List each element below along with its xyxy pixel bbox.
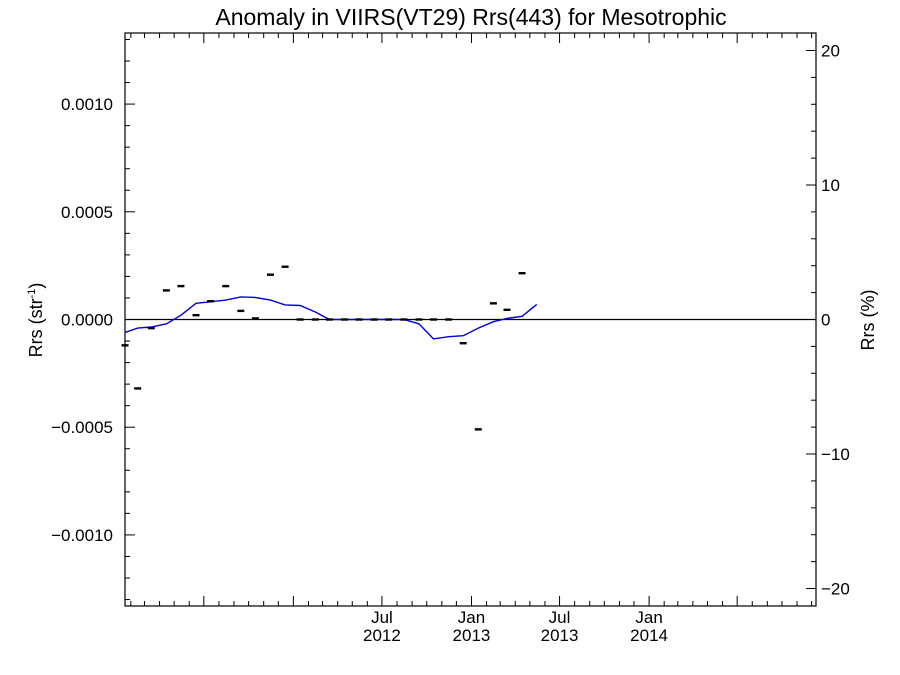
y2-tick-label: 20 xyxy=(821,41,840,60)
data-marker xyxy=(147,326,155,330)
data-marker xyxy=(134,387,142,390)
data-marker xyxy=(489,302,497,305)
y-tick-label: −0.0005 xyxy=(51,418,113,437)
data-marker xyxy=(474,428,482,431)
data-marker xyxy=(251,317,259,320)
data-marker xyxy=(266,273,274,276)
data-marker xyxy=(222,284,230,288)
data-marker xyxy=(325,318,333,321)
series-layer xyxy=(121,265,538,431)
data-marker xyxy=(281,265,289,268)
y2-tick-label: −20 xyxy=(821,580,850,599)
y-tick-label: 0.0000 xyxy=(61,311,113,330)
data-marker xyxy=(177,284,185,288)
data-marker xyxy=(237,309,245,313)
y-axis-title-superscript: -1 xyxy=(26,289,38,299)
chart-title: Anomaly in VIIRS(VT29) Rrs(443) for Meso… xyxy=(215,4,726,30)
data-marker xyxy=(296,318,304,321)
data-marker xyxy=(311,318,319,321)
x-tick-label-year: 2013 xyxy=(453,626,491,645)
x-tick-label-year: 2012 xyxy=(363,626,401,645)
series-line-0 xyxy=(124,296,538,340)
x-tick-label-month: Jul xyxy=(371,608,393,627)
data-marker xyxy=(370,318,378,321)
data-marker xyxy=(400,318,408,321)
data-marker xyxy=(430,318,438,321)
data-marker xyxy=(207,299,215,303)
data-marker xyxy=(340,318,348,321)
y2-tick-label: 10 xyxy=(821,176,840,195)
x-tick-label-month: Jan xyxy=(458,608,485,627)
x-tick-label-year: 2013 xyxy=(541,626,579,645)
x-tick-label-month: Jul xyxy=(549,608,571,627)
right-axis-title: Rrs (%) xyxy=(858,290,878,351)
y2-tick-label: 0 xyxy=(821,311,830,330)
x-tick-label-month: Jan xyxy=(635,608,662,627)
y-axis-title: Rrs (str-1) xyxy=(26,283,46,358)
data-marker xyxy=(445,318,453,321)
data-marker xyxy=(518,271,526,275)
data-marker xyxy=(162,289,170,292)
data-marker xyxy=(459,341,467,345)
data-marker xyxy=(503,308,511,312)
data-marker xyxy=(121,344,129,347)
y-axis-title-end: ) xyxy=(26,283,46,289)
y-tick-label: 0.0005 xyxy=(61,203,113,222)
data-marker xyxy=(192,313,200,317)
data-marker xyxy=(385,318,393,321)
left-axis: 0.0010 0.0005 0.0000 −0.0005 −0.0010 xyxy=(51,95,113,545)
y-tick-label: 0.0010 xyxy=(61,95,113,114)
y2-tick-label: −10 xyxy=(821,445,850,464)
right-axis: 20 10 0 −10 −20 xyxy=(821,41,850,598)
y-tick-label: −0.0010 xyxy=(51,526,113,545)
y-axis-title-main: Rrs (str xyxy=(26,298,46,357)
x-tick-label-year: 2014 xyxy=(630,626,668,645)
data-marker xyxy=(415,318,423,321)
data-marker xyxy=(355,318,363,321)
